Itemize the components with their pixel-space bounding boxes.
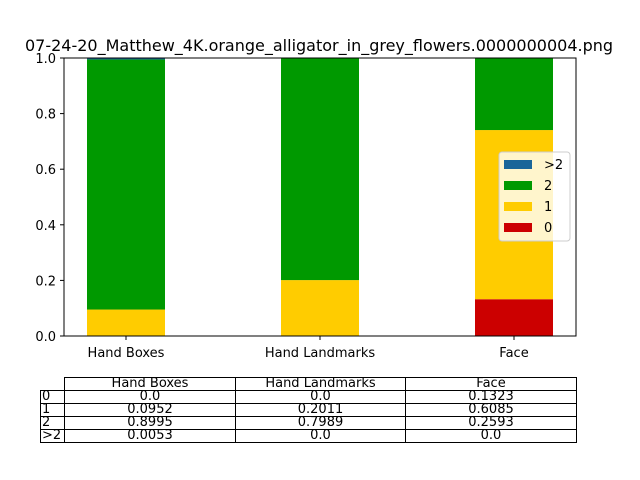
y-tick-label: 1.0 — [35, 52, 56, 67]
table-row: 1 0.0952 0.2011 0.6085 — [40, 403, 577, 417]
table-row-label: 1 — [40, 403, 65, 417]
bar-segment — [87, 58, 165, 60]
table-row-label: >2 — [40, 429, 65, 443]
table-cell: 0.2011 — [235, 403, 406, 417]
table-row: >2 0.0053 0.0 0.0 — [40, 429, 577, 443]
legend-box — [498, 151, 571, 242]
y-tick-label: 0.2 — [35, 274, 56, 289]
bar-segment — [87, 59, 165, 310]
legend-swatch — [504, 223, 532, 232]
table-row: 2 0.8995 0.7989 0.2593 — [40, 416, 577, 430]
bar-segment — [475, 57, 553, 131]
table-row-label: 2 — [40, 416, 65, 430]
legend-label: 2 — [544, 179, 552, 194]
bar-segment — [281, 280, 359, 336]
table-row: 0 0.0 0.0 0.1323 — [40, 390, 577, 404]
table-cell: 0.0952 — [64, 403, 236, 417]
table-column-header: Hand Landmarks — [235, 377, 406, 391]
table-column-header: Hand Boxes — [64, 377, 236, 391]
legend-label: 0 — [544, 221, 552, 236]
bar-segment — [475, 299, 553, 336]
axes-layer: 0.0 0.2 0.4 0.6 0.8 1.0 Hand Boxes Hand Landmar… — [35, 52, 528, 361]
table-cell: 0.8995 — [64, 416, 236, 430]
legend: >2 2 1 0 — [498, 151, 571, 242]
x-tick-label: Hand Boxes — [88, 346, 165, 361]
table-header-row: Hand Boxes Hand Landmarks Face — [41, 377, 577, 391]
table-cell: 0.1323 — [405, 390, 577, 404]
legend-label: >2 — [544, 158, 563, 173]
bars-layer — [87, 57, 553, 336]
x-tick-label: Face — [499, 346, 528, 361]
table-cell: 0.0 — [64, 390, 236, 404]
bar-segment — [281, 58, 359, 281]
table-cell: 0.0 — [405, 429, 577, 443]
table-cell: 0.7989 — [235, 416, 406, 430]
y-tick-label: 0.6 — [35, 163, 56, 178]
table-row-label: 0 — [40, 390, 65, 404]
table-cell: 0.0 — [235, 429, 406, 443]
y-tick-label: 0.0 — [35, 330, 56, 345]
y-tick-label: 0.4 — [35, 219, 56, 234]
table-column-header: Face — [405, 377, 577, 391]
table-cell: 0.0053 — [64, 429, 236, 443]
chart-title: 07-24-20_Matthew_4K.orange_alligator_in_… — [25, 36, 613, 56]
legend-swatch — [504, 202, 532, 211]
legend-label: 1 — [544, 200, 552, 215]
legend-swatch — [504, 160, 532, 169]
table-cell: 0.2593 — [405, 416, 577, 430]
data-table: Hand Boxes Hand Landmarks Face 0 0.0 0.0… — [40, 377, 577, 443]
table-cell: 0.0 — [235, 390, 406, 404]
table-cell: 0.6085 — [405, 403, 577, 417]
y-tick-label: 0.8 — [35, 108, 56, 123]
bar-segment — [87, 309, 165, 336]
legend-swatch — [504, 181, 532, 190]
x-tick-label: Hand Landmarks — [265, 346, 376, 361]
stacked-bar-chart: 07-24-20_Matthew_4K.orange_alligator_in_… — [25, 36, 613, 361]
table-corner — [41, 378, 65, 391]
